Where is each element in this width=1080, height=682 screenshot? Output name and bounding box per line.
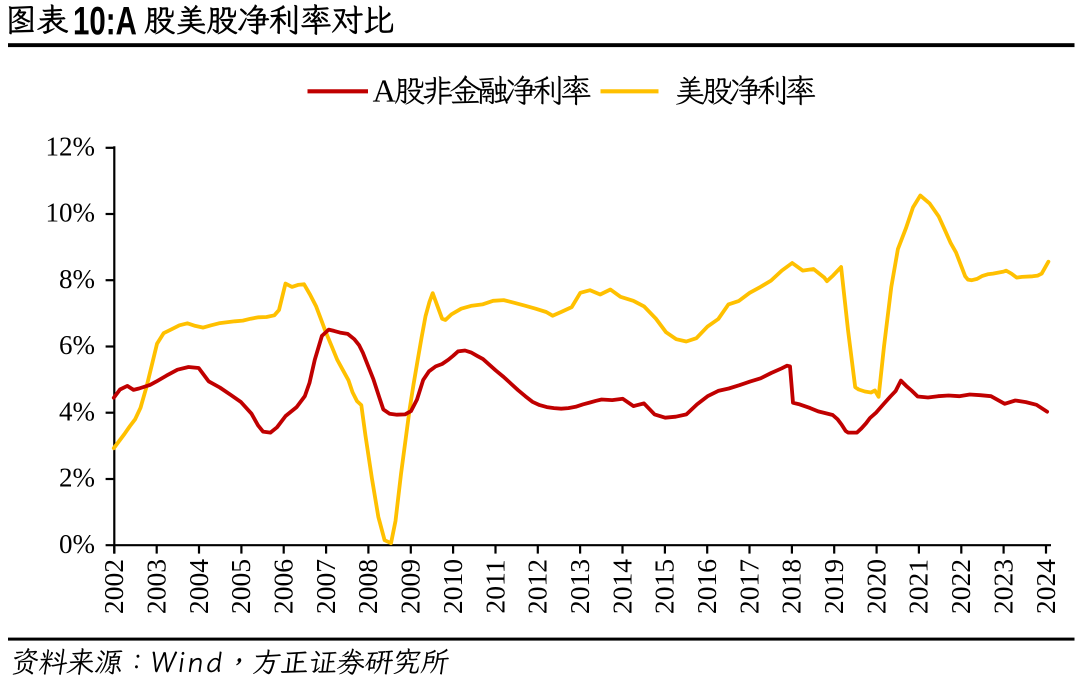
svg-text:2021: 2021 bbox=[903, 559, 934, 614]
svg-text:2004: 2004 bbox=[183, 559, 214, 614]
svg-text:2011: 2011 bbox=[479, 559, 510, 613]
svg-text:2010: 2010 bbox=[437, 559, 468, 614]
svg-text:2020: 2020 bbox=[860, 559, 891, 614]
svg-text:2013: 2013 bbox=[564, 559, 595, 614]
svg-text:2014: 2014 bbox=[606, 559, 637, 614]
svg-text:2016: 2016 bbox=[691, 559, 722, 614]
svg-text:8%: 8% bbox=[59, 264, 95, 294]
svg-text:0%: 0% bbox=[59, 529, 95, 559]
svg-text:2019: 2019 bbox=[818, 559, 849, 614]
svg-text:2024: 2024 bbox=[1030, 559, 1061, 614]
svg-text:2009: 2009 bbox=[395, 559, 426, 614]
svg-text:6%: 6% bbox=[59, 330, 95, 360]
svg-text:2008: 2008 bbox=[352, 559, 383, 614]
svg-text:2018: 2018 bbox=[776, 559, 807, 614]
svg-text:2002: 2002 bbox=[98, 559, 129, 614]
svg-text:2005: 2005 bbox=[225, 559, 256, 614]
svg-text:2003: 2003 bbox=[141, 559, 172, 614]
svg-text:2012: 2012 bbox=[522, 559, 553, 614]
svg-text:2015: 2015 bbox=[649, 559, 680, 614]
svg-text:2007: 2007 bbox=[310, 559, 341, 614]
svg-text:2022: 2022 bbox=[945, 559, 976, 614]
svg-text:10%: 10% bbox=[46, 198, 96, 228]
svg-text:2006: 2006 bbox=[268, 559, 299, 614]
svg-text:2023: 2023 bbox=[987, 559, 1018, 614]
svg-text:4%: 4% bbox=[59, 396, 95, 426]
svg-text:2017: 2017 bbox=[733, 559, 764, 614]
svg-text:12%: 12% bbox=[46, 132, 96, 162]
svg-text:2%: 2% bbox=[59, 463, 95, 493]
